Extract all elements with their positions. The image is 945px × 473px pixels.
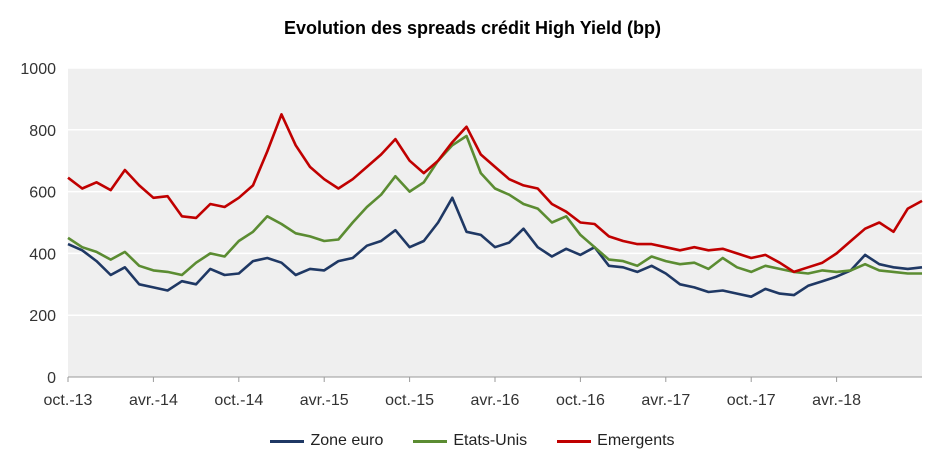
legend-label: Etats-Unis [453,432,528,449]
y-tick-label: 1000 [20,61,56,78]
x-tick-label: oct.-14 [214,392,263,409]
legend-label: Emergents [597,432,675,449]
legend: Zone euro Etats-Unis Emergents [0,432,945,450]
gridlines [68,67,922,316]
x-tick-label: avr.-17 [641,392,690,409]
x-tick-label: avr.-15 [300,392,349,409]
legend-item: Zone euro [270,432,383,450]
x-tick-label: avr.-16 [471,392,520,409]
x-tick-label: avr.-14 [129,392,178,409]
legend-item: Etats-Unis [413,432,527,450]
legend-swatch [270,439,305,443]
x-tick-label: oct.-13 [44,392,93,409]
series-lines [67,113,923,298]
y-tick-label: 400 [29,246,56,263]
x-tick-label: avr.-18 [812,392,861,409]
x-tick-label: oct.-15 [385,392,434,409]
x-axis: oct.-13 avr.-14 oct.-14 avr.-15 oct.-15 avr.-… [44,376,922,409]
x-tick-label: oct.-16 [556,392,605,409]
y-axis: 0 200 400 600 800 1000 [20,61,56,387]
series-line-zone-euro [67,196,923,298]
legend-item: Emergents [557,432,675,450]
y-tick-label: 200 [29,308,56,325]
legend-swatch [413,439,448,443]
series-line-etats-unis [67,134,922,277]
y-tick-label: 800 [29,123,56,140]
series-line-emergents [67,113,923,274]
legend-label: Zone euro [310,432,384,449]
y-tick-label: 0 [47,370,56,387]
y-tick-label: 600 [29,185,56,202]
x-tick-label: oct.-17 [727,392,776,409]
plot-background [68,68,922,377]
legend-swatch [557,439,592,443]
chart-title: Evolution des spreads crédit High Yield … [283,18,662,38]
